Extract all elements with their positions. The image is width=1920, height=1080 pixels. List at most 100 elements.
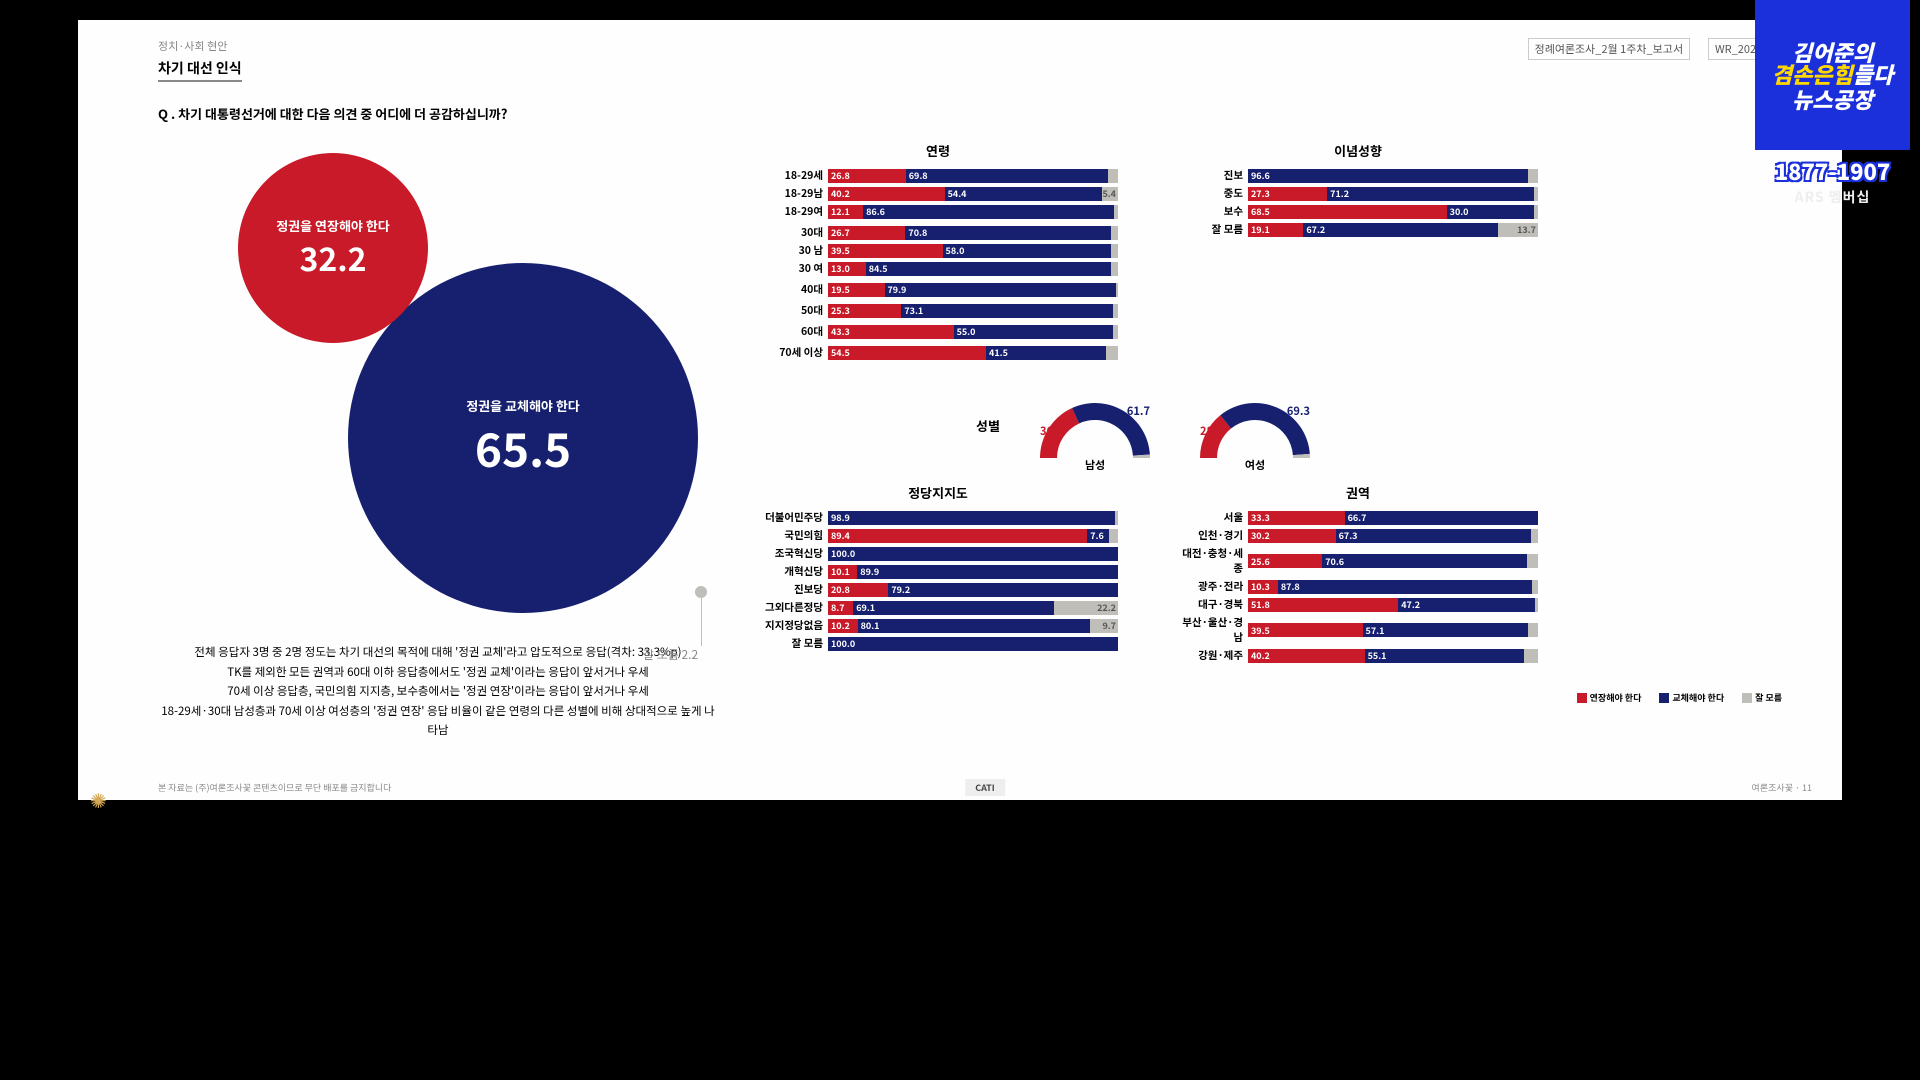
row-label: 지지정당없음 — [758, 618, 828, 633]
bubble-chart: 정권을 교체해야 한다65.5정권을 연장해야 한다32.2잘 모름 2.2 — [158, 123, 718, 643]
bar-row: 개혁신당10.189.9 — [758, 564, 1118, 579]
bar-wrap: 96.6 — [1248, 169, 1538, 183]
bubble-extend: 정권을 연장해야 한다32.2 — [238, 153, 428, 343]
row-label: 잘 모름 — [758, 636, 828, 651]
row-label: 중도 — [1178, 186, 1248, 201]
bar-row: 조국혁신당100.0 — [758, 546, 1118, 561]
seg-change: 89.9 — [857, 565, 1118, 579]
starburst-icon: ✺ — [90, 785, 107, 814]
bar-wrap: 30.267.3 — [1248, 529, 1538, 543]
row-label: 30 여 — [758, 261, 828, 276]
bubble-dk-dot — [695, 586, 707, 598]
seg-change: 70.6 — [1322, 554, 1527, 568]
bar-row: 잘 모름19.167.213.7 — [1178, 222, 1538, 237]
bar-wrap: 51.847.2 — [1248, 598, 1538, 612]
region-chart: 권역서울33.366.7인천·경기30.267.3대전·충청·세종25.670.… — [1178, 483, 1538, 666]
seg-change: 87.8 — [1278, 580, 1533, 594]
bar-row: 30 남39.558.0 — [758, 243, 1118, 258]
bar-wrap: 19.579.9 — [828, 283, 1118, 297]
bar-wrap: 8.769.122.2 — [828, 601, 1118, 615]
seg-dk — [1116, 283, 1118, 297]
seg-extend: 10.1 — [828, 565, 857, 579]
bar-row: 서울33.366.7 — [1178, 510, 1538, 525]
bar-wrap: 98.9 — [828, 511, 1118, 525]
row-label: 인천·경기 — [1178, 528, 1248, 543]
bar-wrap: 39.558.0 — [828, 244, 1118, 258]
row-label: 개혁신당 — [758, 564, 828, 579]
row-label: 광주·전라 — [1178, 579, 1248, 594]
seg-dk — [1111, 226, 1118, 240]
bar-wrap: 33.366.7 — [1248, 511, 1538, 525]
seg-extend: 19.5 — [828, 283, 885, 297]
note-line: 70세 이상 응답층, 국민의힘 지지층, 보수층에서는 '정권 연장'이라는 … — [158, 682, 718, 702]
gender-title: 성별 — [976, 416, 1000, 435]
bar-wrap: 26.869.8 — [828, 169, 1118, 183]
seg-dk — [1528, 169, 1538, 183]
seg-change: 73.1 — [901, 304, 1113, 318]
row-label: 진보당 — [758, 582, 828, 597]
seg-dk — [1534, 187, 1538, 201]
bar-row: 인천·경기30.267.3 — [1178, 528, 1538, 543]
seg-dk — [1528, 623, 1538, 637]
seg-change: 98.9 — [828, 511, 1115, 525]
chart-title: 연령 — [758, 141, 1118, 160]
seg-change: 41.5 — [986, 346, 1106, 360]
seg-extend: 40.2 — [1248, 649, 1365, 663]
bar-wrap: 40.254.45.4 — [828, 187, 1118, 201]
seg-change: 66.7 — [1345, 511, 1538, 525]
right-column: 연령18-29세26.869.818-29남40.254.45.418-29여1… — [718, 123, 1812, 743]
seg-change: 70.8 — [905, 226, 1110, 240]
seg-dk — [1534, 205, 1538, 219]
seg-dk — [1108, 169, 1118, 183]
left-column: 정권을 교체해야 한다65.5정권을 연장해야 한다32.2잘 모름 2.2 전… — [158, 123, 718, 743]
chart-legend: 연장해야 한다 교체해야 한다 잘 모름 — [758, 691, 1812, 704]
report-slide: 정치·사회 현안 차기 대선 인식 정례여론조사_2월 1주차_보고서 WR_2… — [78, 20, 1842, 800]
row-label: 18-29세 — [758, 168, 828, 183]
bar-row: 중도27.371.2 — [1178, 186, 1538, 201]
seg-dk: 22.2 — [1054, 601, 1118, 615]
seg-extend: 12.1 — [828, 205, 863, 219]
row-label: 30 남 — [758, 243, 828, 258]
row-label: 18-29여 — [758, 204, 828, 219]
seg-dk — [1531, 529, 1538, 543]
row-label: 18-29남 — [758, 186, 828, 201]
row-label: 50대 — [758, 303, 828, 318]
seg-extend: 10.3 — [1248, 580, 1278, 594]
bar-row: 30 여13.084.5 — [758, 261, 1118, 276]
bar-wrap: 54.541.5 — [828, 346, 1118, 360]
seg-change: 84.5 — [866, 262, 1111, 276]
bar-wrap: 89.47.6 — [828, 529, 1118, 543]
row-label: 대전·충청·세종 — [1178, 546, 1248, 576]
row-label: 조국혁신당 — [758, 546, 828, 561]
seg-change: 71.2 — [1327, 187, 1533, 201]
bar-wrap: 43.355.0 — [828, 325, 1118, 339]
bar-row: 60대43.355.0 — [758, 324, 1118, 339]
seg-extend: 39.5 — [1248, 623, 1363, 637]
seg-change: 55.1 — [1365, 649, 1525, 663]
bar-row: 국민의힘89.47.6 — [758, 528, 1118, 543]
seg-extend: 25.6 — [1248, 554, 1322, 568]
logo-line2: 뉴스공장 — [1792, 88, 1873, 110]
bar-wrap: 27.371.2 — [1248, 187, 1538, 201]
row-label: 진보 — [1178, 168, 1248, 183]
analysis-notes: 전체 응답자 3명 중 2명 정도는 차기 대선의 목적에 대해 '정권 교체'… — [158, 643, 718, 741]
seg-change: 55.0 — [954, 325, 1114, 339]
channel-logo: 김어준의 겸손은힘들다 뉴스공장 — [1755, 0, 1910, 150]
seg-extend: 27.3 — [1248, 187, 1327, 201]
seg-dk — [1527, 554, 1538, 568]
row-label: 40대 — [758, 282, 828, 297]
row-label: 서울 — [1178, 510, 1248, 525]
seg-extend: 33.3 — [1248, 511, 1345, 525]
age-chart: 연령18-29세26.869.818-29남40.254.45.418-29여1… — [758, 141, 1118, 363]
bar-wrap: 19.167.213.7 — [1248, 223, 1538, 237]
bar-wrap: 25.670.6 — [1248, 554, 1538, 568]
seg-extend: 68.5 — [1248, 205, 1447, 219]
seg-change: 100.0 — [828, 637, 1118, 651]
seg-dk — [1114, 205, 1118, 219]
bar-row: 50대25.373.1 — [758, 303, 1118, 318]
bar-row: 강원·제주40.255.1 — [1178, 648, 1538, 663]
seg-dk — [1111, 262, 1118, 276]
seg-change: 79.9 — [885, 283, 1117, 297]
row-label: 70세 이상 — [758, 345, 828, 360]
seg-dk: 5.4 — [1102, 187, 1118, 201]
